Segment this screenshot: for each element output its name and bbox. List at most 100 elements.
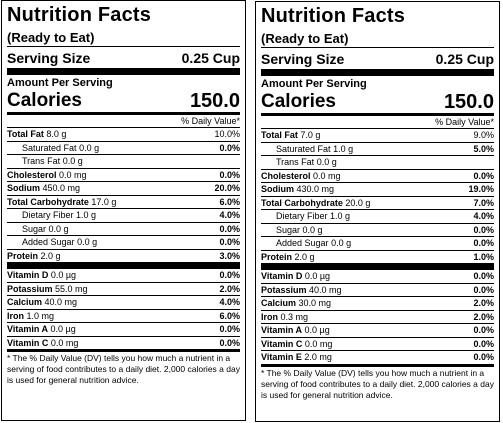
nutrient-row-total-fat: Total Fat 8.0 g 10.0% [7,127,240,141]
amount-per-serving: Amount Per Serving [7,77,113,89]
daily-value-header: % Daily Value* [435,117,494,127]
nutrient-dv: 20.0% [214,183,240,193]
vitamin-row-vitamin-e: Vitamin E 2.0 mg 0.0% [261,350,494,364]
vitamin-dv: 4.0% [219,297,240,307]
vitamin-row-vitamin-d: Vitamin D 0.0 µg 0.0% [7,269,240,282]
nutrient-name: Sodium [7,183,40,193]
nutrition-label-left: Nutrition Facts (Ready to Eat) Serving S… [1,0,246,421]
vitamin-name: Vitamin A [261,325,303,335]
calories-row: Calories 150.0 [261,91,494,113]
vitamin-amount: 2.0 mg [304,352,332,362]
vitamin-name: Vitamin E [261,352,302,362]
nutrient-amount: 0.0 mg [59,169,87,180]
nutrient-amount: 0.0 mg [313,170,341,181]
nutrient-name: Added Sugar [22,237,75,247]
nutrient-name: Dietary Fiber [276,211,328,221]
calories-value: 150.0 [443,91,494,113]
nutrient-name: Sodium [261,184,294,194]
vitamin-amount: 0.0 µg [50,270,77,280]
nutrient-name: Sugar [276,224,301,235]
nutrient-amount: 0.0 g [316,157,337,167]
nutrient-dv: 0.0% [219,169,240,180]
divider-medium [7,349,240,352]
nutrient-row-sodium: Sodium 450.0 mg 20.0% [7,181,240,195]
divider-medium [261,363,494,367]
serving-size-row: Serving Size 0.25 Cup [7,47,240,68]
nutrient-row-total-fat: Total Fat 7.0 g 9.0% [261,128,494,142]
nutrient-row-sugar: Sugar 0.0 g 0.0% [7,221,240,236]
nutrient-amount: 0.0 g [79,142,100,153]
divider [7,46,240,47]
nutrient-dv: 0.0% [219,223,240,234]
vitamin-name: Vitamin C [7,337,49,348]
vitamin-amount: 0.0 µg [304,325,330,335]
nutrient-dv: 4.0% [219,210,240,220]
vitamin-amount: 0.0 mg [304,338,333,349]
serving-size-value: 0.25 Cup [181,50,240,66]
vitamin-name: Vitamin D [261,271,303,281]
calories-label: Calories [261,91,336,112]
nutrient-amount: 1.0 g [76,210,97,220]
calories-value: 150.0 [189,90,240,112]
nutrient-amount: 17.0 g [91,196,117,207]
calories-label: Calories [7,90,82,111]
nutrient-dv: 4.0% [473,211,494,221]
nutrient-row-trans-fat: Trans Fat 0.0 g [7,154,240,168]
nutrient-amount: 0.0 g [331,238,352,248]
nutrient-row-trans-fat: Trans Fat 0.0 g [261,155,494,169]
vitamin-row-iron: Iron 0.3 mg 2.0% [261,309,494,324]
nutrient-row-dietary-fiber: Dietary Fiber 1.0 g 4.0% [261,209,494,223]
vitamin-dv: 0.0% [219,270,240,280]
vitamin-row-vitamin-a: Vitamin A 0.0 µg 0.0% [7,322,240,336]
vitamin-row-calcium: Calcium 30.0 mg 2.0% [261,296,494,310]
nutrient-amount: 2.0 g [294,251,315,262]
divider-thick [7,262,240,269]
nutrient-name: Saturated Fat [276,143,331,154]
nutrient-amount: 430.0 mg [296,184,335,194]
vitamin-amount: 55.0 mg [55,283,88,294]
vitamin-row-calcium: Calcium 40.0 mg 4.0% [7,295,240,309]
nutrient-row-saturated-fat: Saturated Fat 0.0 g 0.0% [7,140,240,155]
nutrient-name: Total Fat [261,130,298,140]
nutrient-row-sodium: Sodium 430.0 mg 19.0% [261,182,494,196]
vitamin-dv: 0.0% [219,337,240,348]
footnote: * The % Daily Value (DV) tells you how m… [7,353,240,385]
vitamin-name: Iron [261,311,278,322]
nutrient-row-saturated-fat: Saturated Fat 1.0 g 5.0% [261,141,494,156]
vitamin-name: Iron [7,310,24,321]
vitamin-dv: 0.0% [473,271,494,281]
vitamin-name: Calcium [261,298,297,308]
nutrient-row-protein: Protein 2.0 g 3.0% [7,248,240,263]
serving-size-value: 0.25 Cup [435,51,494,67]
nutrient-dv: 19.0% [468,184,494,194]
vitamin-dv: 0.0% [473,338,494,349]
vitamin-name: Potassium [261,284,307,295]
daily-value-header: % Daily Value* [181,116,240,126]
vitamin-amount: 0.3 mg [280,311,309,322]
vitamin-name: Vitamin C [261,338,303,349]
nutrient-name: Added Sugar [276,238,329,248]
nutrient-amount: 0.0 g [48,223,69,234]
nutrient-dv: 9.0% [473,130,494,140]
vitamin-row-vitamin-c: Vitamin C 0.0 mg 0.0% [7,335,240,350]
nutrient-dv: 1.0% [473,251,494,262]
nutrient-dv: 0.0% [473,224,494,235]
nutrient-name: Protein [261,251,293,262]
divider [261,47,494,48]
nutrient-row-cholesterol: Cholesterol 0.0 mg 0.0% [7,167,240,182]
nutrient-name: Saturated Fat [22,142,77,153]
serving-size-label: Serving Size [7,50,91,66]
nutrient-dv: 5.0% [473,143,494,154]
footnote: * The % Daily Value (DV) tells you how m… [261,367,494,400]
nutrient-amount: 2.0 g [40,250,61,261]
label-title: Nutrition Facts [7,4,152,26]
nutrient-name: Sugar [22,223,47,234]
nutrient-amount: 450.0 mg [42,183,81,193]
divider-thick [261,69,494,76]
nutrient-amount: 1.0 g [330,211,351,221]
serving-size-row: Serving Size 0.25 Cup [261,48,494,69]
vitamin-amount: 0.0 µg [50,324,76,334]
nutrient-amount: 0.0 g [302,224,323,235]
vitamin-dv: 6.0% [219,310,240,321]
nutrient-dv: 0.0% [219,142,240,153]
